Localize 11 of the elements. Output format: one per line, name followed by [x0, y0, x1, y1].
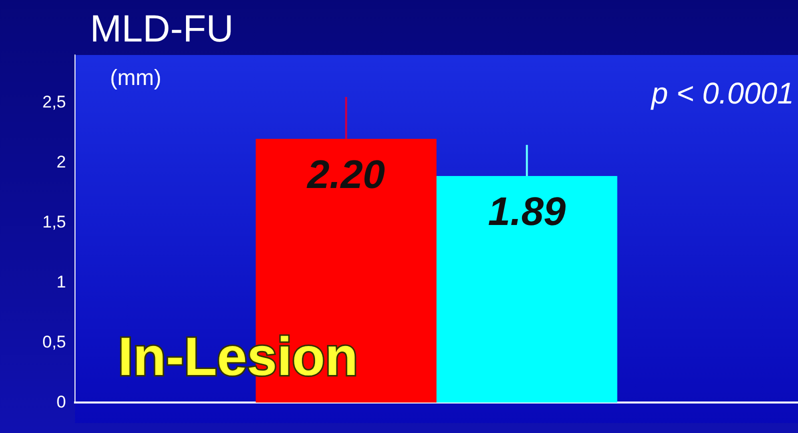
annotation: p < 0.0001 — [650, 77, 794, 110]
y-tick-label: 1 — [56, 272, 66, 292]
y-tick-label: 2,5 — [42, 92, 66, 112]
y-tick-label: 2 — [56, 152, 66, 172]
y-axis-title: (mm) — [110, 65, 162, 90]
y-tick-label: 1,5 — [42, 212, 66, 232]
data-label: 2.20 — [306, 152, 386, 197]
data-label: 1.89 — [488, 190, 567, 234]
y-tick-label: 0 — [56, 392, 66, 412]
chart-title: MLD-FU — [90, 8, 234, 50]
y-tick-label: 0,5 — [42, 332, 66, 352]
